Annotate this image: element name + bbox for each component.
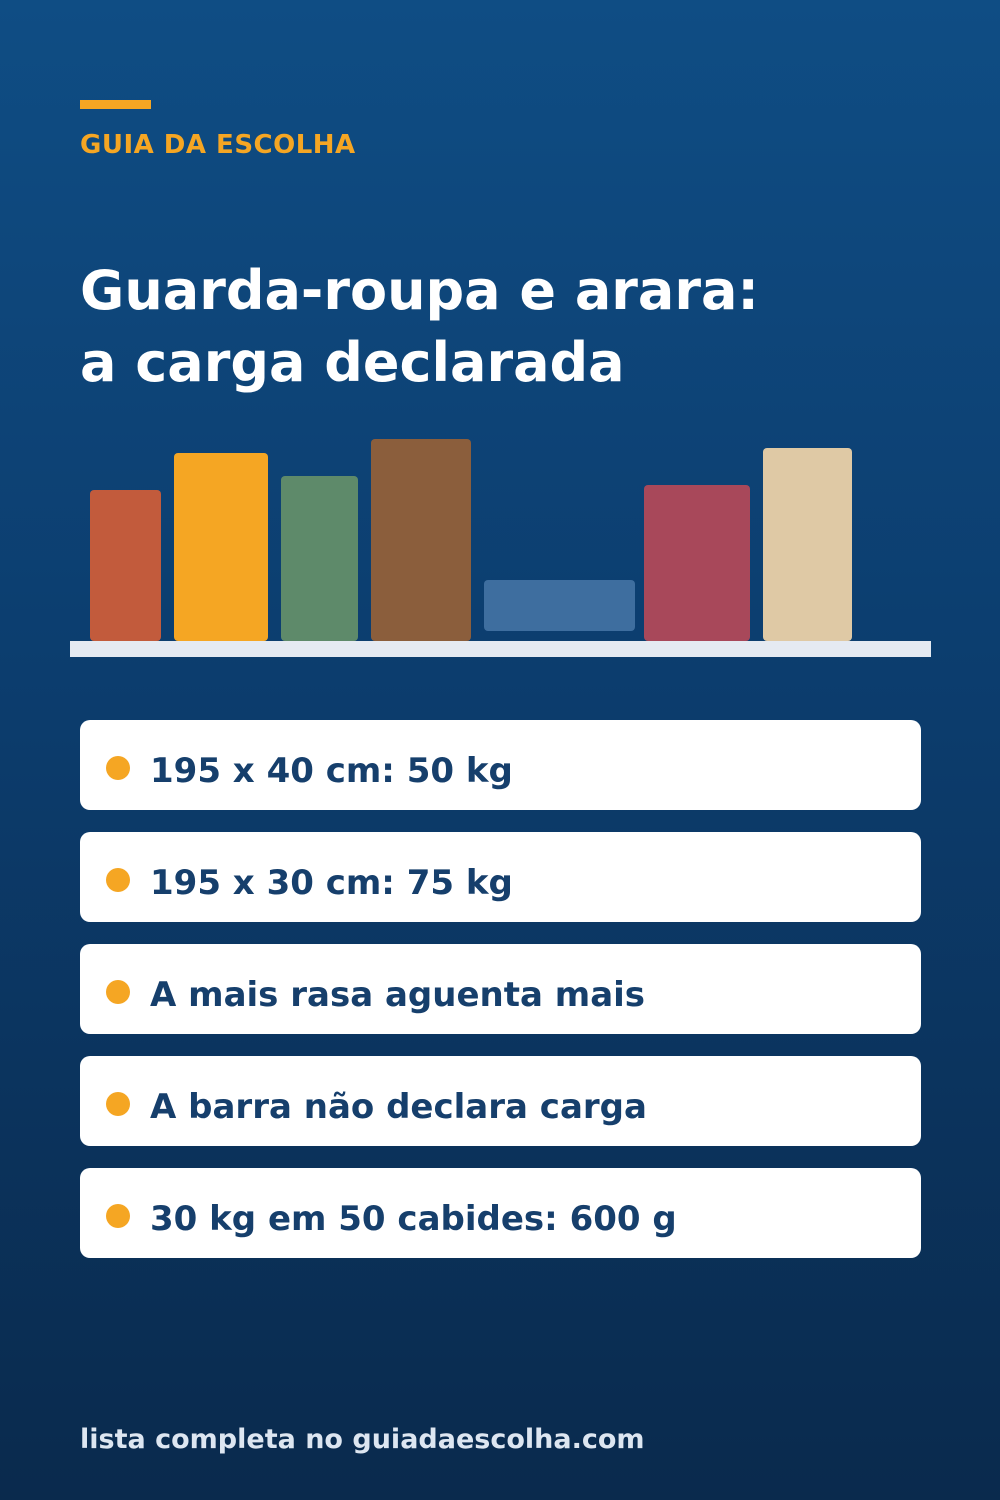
bullet-dot-icon (106, 868, 130, 892)
fact-text: 195 x 30 cm: 75 kg (150, 863, 513, 903)
bullet-dot-icon (106, 980, 130, 1004)
fact-text: A barra não declara carga (150, 1087, 647, 1127)
book-6 (644, 485, 750, 641)
page-title: Guarda-roupa e arara: a carga declarada (80, 255, 940, 399)
fact-text: 195 x 40 cm: 50 kg (150, 751, 513, 791)
bullet-dot-icon (106, 1092, 130, 1116)
book-5-lying-flat (484, 580, 635, 631)
fact-card: 30 kg em 50 cabides: 600 g (80, 1168, 921, 1258)
book-4 (371, 439, 471, 641)
book-1 (90, 490, 161, 641)
shelf-board (70, 641, 931, 657)
bullet-dot-icon (106, 756, 130, 780)
facts-list: 195 x 40 cm: 50 kg 195 x 30 cm: 75 kg A … (80, 720, 921, 1280)
accent-bar (80, 100, 151, 109)
bullet-dot-icon (106, 1204, 130, 1228)
brand-kicker: GUIA DA ESCOLHA (80, 130, 356, 160)
book-3 (281, 476, 358, 641)
fact-card: 195 x 40 cm: 50 kg (80, 720, 921, 810)
book-7 (763, 448, 852, 641)
fact-card: A mais rasa aguenta mais (80, 944, 921, 1034)
title-line-2: a carga declarada (80, 331, 625, 394)
fact-text: 30 kg em 50 cabides: 600 g (150, 1199, 677, 1239)
book-2 (174, 453, 268, 641)
fact-card: A barra não declara carga (80, 1056, 921, 1146)
footer-link-text: lista completa no guiadaescolha.com (80, 1424, 645, 1455)
fact-card: 195 x 30 cm: 75 kg (80, 832, 921, 922)
title-line-1: Guarda-roupa e arara: (80, 259, 760, 322)
fact-text: A mais rasa aguenta mais (150, 975, 646, 1015)
